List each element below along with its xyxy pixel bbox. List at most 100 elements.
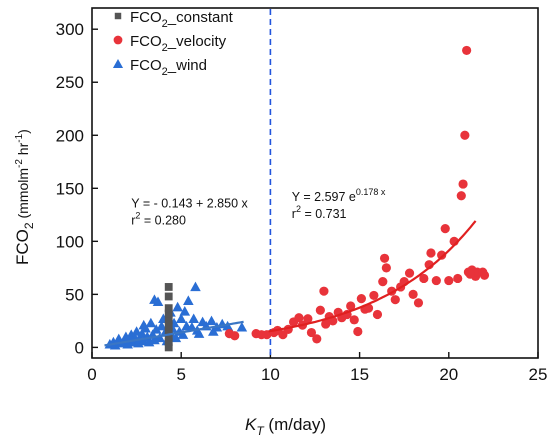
data-point bbox=[188, 313, 199, 323]
data-point bbox=[349, 315, 359, 325]
fit-curves bbox=[104, 220, 477, 347]
data-point bbox=[453, 273, 463, 284]
data-point bbox=[164, 292, 173, 301]
data-point bbox=[164, 322, 173, 331]
legend-marker bbox=[114, 12, 122, 20]
data-point bbox=[230, 331, 240, 341]
data-point bbox=[419, 273, 429, 284]
y-tick-label: 150 bbox=[56, 179, 84, 198]
legend-marker bbox=[113, 35, 123, 45]
x-tick-label: 10 bbox=[261, 365, 280, 384]
data-point bbox=[177, 329, 189, 339]
data-point bbox=[460, 130, 470, 140]
x-tick-label: 15 bbox=[350, 365, 369, 384]
data-point bbox=[156, 320, 167, 331]
data-point bbox=[164, 304, 173, 313]
y-tick-label: 200 bbox=[56, 126, 84, 145]
annotations: Y = - 0.143 + 2.850 xr2 = 0.280 Y = 2.597… bbox=[131, 187, 386, 227]
data-point bbox=[164, 283, 173, 291]
data-point bbox=[164, 309, 173, 318]
data-point bbox=[378, 277, 388, 287]
annotation-velocity-eq: Y = 2.597 e0.178 xr2 = 0.731 bbox=[292, 187, 386, 221]
data-point bbox=[404, 268, 415, 278]
data-point bbox=[312, 334, 322, 344]
data-point bbox=[190, 281, 201, 292]
data-point bbox=[458, 179, 468, 189]
annotation-line: Y = - 0.143 + 2.850 x bbox=[131, 196, 248, 210]
data-point bbox=[164, 343, 173, 352]
data-point bbox=[413, 298, 424, 308]
data-point bbox=[172, 301, 183, 312]
data-point bbox=[431, 275, 441, 286]
legend-marker bbox=[112, 58, 124, 69]
data-point bbox=[408, 289, 418, 299]
data-point bbox=[346, 301, 356, 311]
data-point bbox=[306, 327, 317, 338]
data-point bbox=[145, 317, 157, 328]
data-point bbox=[175, 313, 187, 323]
y-tick-label: 100 bbox=[56, 232, 84, 251]
data-point bbox=[315, 305, 325, 315]
legend-label: FCO2_velocity bbox=[130, 33, 227, 54]
data-point bbox=[440, 224, 450, 234]
data-point bbox=[444, 275, 454, 286]
data-point bbox=[164, 338, 173, 347]
x-tick-label: 25 bbox=[529, 365, 548, 384]
x-axis-title: KT (m/day) bbox=[245, 415, 326, 438]
data-point bbox=[356, 294, 366, 304]
data-point bbox=[426, 248, 436, 258]
y-tick-label: 250 bbox=[56, 73, 84, 92]
data-point bbox=[381, 263, 391, 273]
y-tick-label: 300 bbox=[56, 20, 84, 39]
data-point bbox=[379, 253, 390, 263]
y-tick-label: 50 bbox=[65, 285, 84, 304]
data-point bbox=[164, 332, 173, 341]
series-fco2-wind bbox=[104, 281, 248, 350]
data-point bbox=[164, 327, 173, 336]
annotation-line: r2 = 0.731 bbox=[292, 204, 347, 221]
series-fco2-constant bbox=[164, 283, 173, 352]
data-point bbox=[319, 286, 329, 296]
data-point bbox=[294, 313, 304, 323]
data-point bbox=[456, 191, 466, 201]
data-point bbox=[390, 295, 400, 305]
data-point bbox=[193, 328, 205, 338]
data-point bbox=[150, 324, 162, 334]
legend-label: FCO2_constant bbox=[130, 9, 234, 30]
data-point bbox=[136, 328, 148, 338]
y-axis-title: FCO2 (mmolm-2 hr-1) bbox=[13, 129, 36, 265]
y-tick-label: 0 bbox=[75, 338, 84, 357]
x-tick-label: 5 bbox=[176, 365, 185, 384]
x-tick-label: 20 bbox=[439, 365, 458, 384]
annotation-line: Y = 2.597 e0.178 x bbox=[292, 187, 386, 204]
data-point bbox=[353, 326, 363, 337]
data-point bbox=[149, 294, 160, 304]
data-point bbox=[262, 330, 272, 340]
data-point bbox=[138, 319, 150, 330]
data-point bbox=[236, 321, 248, 332]
legend: FCO2_constant FCO2_velocity FCO2_wind bbox=[112, 9, 234, 78]
data-point bbox=[372, 309, 383, 320]
data-point bbox=[179, 306, 191, 316]
x-tick-label: 0 bbox=[87, 365, 96, 384]
annotation-line: r2 = 0.280 bbox=[131, 210, 186, 227]
data-point bbox=[479, 270, 490, 280]
data-point bbox=[154, 332, 166, 343]
fit-curve-fco2-wind bbox=[104, 320, 244, 347]
data-point bbox=[183, 295, 194, 305]
legend-label: FCO2_wind bbox=[130, 57, 207, 78]
data-point bbox=[462, 45, 472, 56]
data-point bbox=[369, 290, 379, 301]
data-point bbox=[321, 319, 331, 329]
data-point bbox=[465, 269, 475, 279]
annotation-wind-eq: Y = - 0.143 + 2.850 xr2 = 0.280 bbox=[131, 196, 248, 227]
data-point bbox=[164, 315, 173, 324]
data-point bbox=[303, 314, 313, 324]
data-point bbox=[437, 250, 447, 260]
plot-frame bbox=[91, 7, 539, 359]
fit-curve-fco2-velocity bbox=[268, 220, 477, 333]
plot-area bbox=[91, 7, 539, 359]
data-point bbox=[206, 315, 217, 326]
